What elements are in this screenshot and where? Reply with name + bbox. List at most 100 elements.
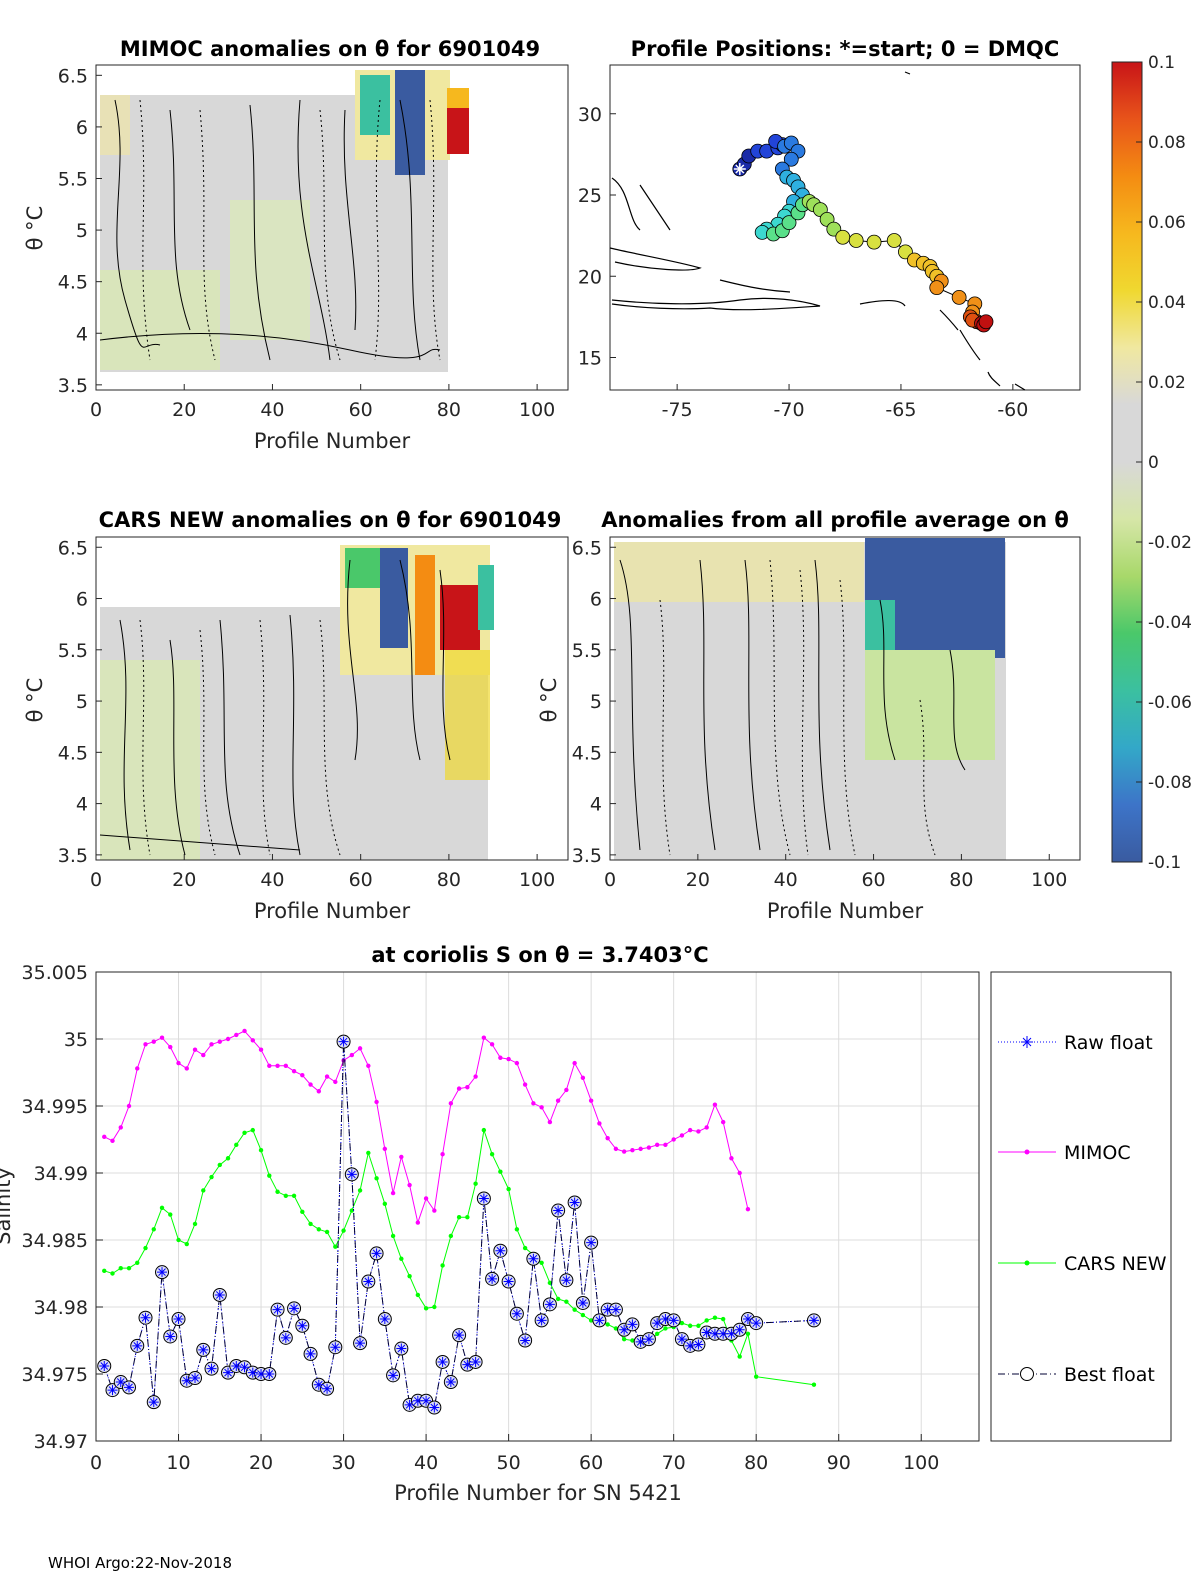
- mimoc-point: [407, 1182, 412, 1188]
- colorbar-tick-label: 0.08: [1148, 133, 1186, 153]
- raw-float-point: [577, 1297, 588, 1308]
- mimoc-ytick-label: 5: [76, 220, 88, 242]
- raw-float-point: [437, 1356, 448, 1367]
- cars-point: [300, 1209, 305, 1215]
- cars-point: [423, 1306, 429, 1311]
- salinity-xtick-label: 100: [903, 1452, 939, 1474]
- mimoc-point: [242, 1028, 247, 1034]
- raw-float-point: [734, 1324, 745, 1335]
- allavg-field-yellow: [614, 542, 864, 602]
- cars-point: [118, 1265, 123, 1271]
- mimoc-point: [588, 1098, 594, 1103]
- mimoc-point: [126, 1103, 132, 1109]
- raw-float-point: [223, 1367, 234, 1378]
- mimoc-point: [432, 1208, 437, 1213]
- raw-float-point: [198, 1344, 209, 1355]
- colorbar-tick-label: -0.02: [1148, 533, 1192, 553]
- legend-marker: [1024, 1260, 1030, 1266]
- cars-point: [564, 1299, 569, 1304]
- positions-track-point: [783, 151, 799, 167]
- cars-field-orange: [415, 555, 435, 675]
- cars-point: [192, 1221, 198, 1227]
- cars-xtick-label: 40: [260, 869, 284, 891]
- raw-float-point: [264, 1369, 275, 1379]
- raw-float-point: [99, 1360, 110, 1371]
- mimoc-point: [473, 1074, 478, 1079]
- mimoc-field-teal: [360, 75, 390, 135]
- cars-point: [539, 1260, 544, 1265]
- cars-point: [407, 1273, 412, 1279]
- salinity-axes: [95, 971, 980, 1442]
- positions-xtick-label: -75: [662, 399, 693, 421]
- raw-float-point: [157, 1267, 168, 1278]
- salinity-ylabel: Salinity: [0, 1167, 15, 1245]
- mimoc-point: [192, 1047, 198, 1052]
- positions-ytick-label: 30: [578, 104, 602, 126]
- colorbar-tick-label: 0.04: [1148, 293, 1186, 313]
- legend-marker: [1024, 1149, 1030, 1155]
- raw-float-point: [289, 1303, 300, 1314]
- allavg-axes: [609, 536, 1081, 861]
- cars-point: [159, 1205, 165, 1211]
- cars-point: [217, 1162, 222, 1168]
- cars-contours: [99, 559, 451, 856]
- cars-point: [308, 1221, 313, 1227]
- mimoc-point: [168, 1044, 173, 1050]
- mimoc-xtick-label: 60: [349, 399, 373, 421]
- positions-axes: [609, 64, 1081, 391]
- salinity-xtick-label: 0: [90, 1452, 102, 1474]
- cars-ytick-label: 4: [76, 794, 88, 816]
- raw-float-point: [173, 1314, 184, 1325]
- cars-xlabel: Profile Number: [254, 899, 411, 923]
- cars-point: [267, 1173, 272, 1178]
- cars-point: [143, 1245, 148, 1251]
- raw-float-point: [115, 1377, 126, 1388]
- mimoc-point: [225, 1036, 231, 1042]
- cars-point: [184, 1241, 189, 1247]
- mimoc-point: [720, 1119, 726, 1125]
- raw-float-point: [751, 1318, 762, 1329]
- allavg-contours-dotted: [659, 559, 936, 856]
- raw-float-point: [404, 1399, 415, 1410]
- allavg-tick-group: 0 20 40 60 80 100 6.5 6 5.5 5 4.5 4 3.5: [572, 537, 1068, 891]
- mimoc-point: [679, 1133, 685, 1138]
- colorbar-tick-label: -0.08: [1148, 773, 1192, 793]
- mimoc-point: [209, 1042, 214, 1047]
- raw-float-point: [511, 1308, 522, 1319]
- allavg-xtick-label: 60: [861, 869, 885, 891]
- colorbar-tick-label: 0.02: [1148, 373, 1186, 393]
- allavg-xtick-label: 100: [1031, 869, 1067, 891]
- mimoc-point: [531, 1101, 536, 1106]
- cars-point: [630, 1338, 635, 1343]
- cars-point: [126, 1265, 132, 1271]
- raw-float-point: [701, 1327, 712, 1338]
- mimoc-point: [366, 1063, 371, 1069]
- raw-float-point: [363, 1276, 374, 1287]
- raw-float-point: [313, 1379, 324, 1390]
- raw-float-point: [487, 1273, 498, 1284]
- allavg-xlabel: Profile Number: [767, 899, 924, 923]
- salinity-ytick-label: 34.97: [34, 1431, 88, 1453]
- cars-ylabel: θ °C: [23, 678, 47, 723]
- cars-point: [374, 1176, 379, 1181]
- raw-float-point: [206, 1363, 217, 1374]
- raw-float-point: [462, 1359, 473, 1370]
- mimoc-point: [481, 1035, 487, 1040]
- allavg-field-green: [865, 650, 995, 760]
- raw-float-point: [148, 1397, 159, 1408]
- mimoc-point: [399, 1154, 404, 1160]
- mimoc-ytick-label: 4.5: [58, 272, 88, 294]
- legend-label: Raw float: [1064, 1032, 1153, 1054]
- salinity-xtick-label: 30: [331, 1452, 355, 1474]
- raw-float-point: [412, 1395, 423, 1406]
- cars-point: [110, 1271, 115, 1276]
- cars-point: [316, 1227, 322, 1232]
- mimoc-point: [539, 1105, 544, 1110]
- raw-float-point: [676, 1334, 687, 1345]
- mimoc-point: [217, 1039, 222, 1044]
- legend-marker: [1021, 1036, 1033, 1048]
- positions-xtick-label: -65: [885, 399, 916, 421]
- cars-ytick-label: 5.5: [58, 640, 88, 662]
- allavg-ytick-label: 3.5: [572, 845, 602, 867]
- cars-field-yellow-2: [445, 650, 490, 780]
